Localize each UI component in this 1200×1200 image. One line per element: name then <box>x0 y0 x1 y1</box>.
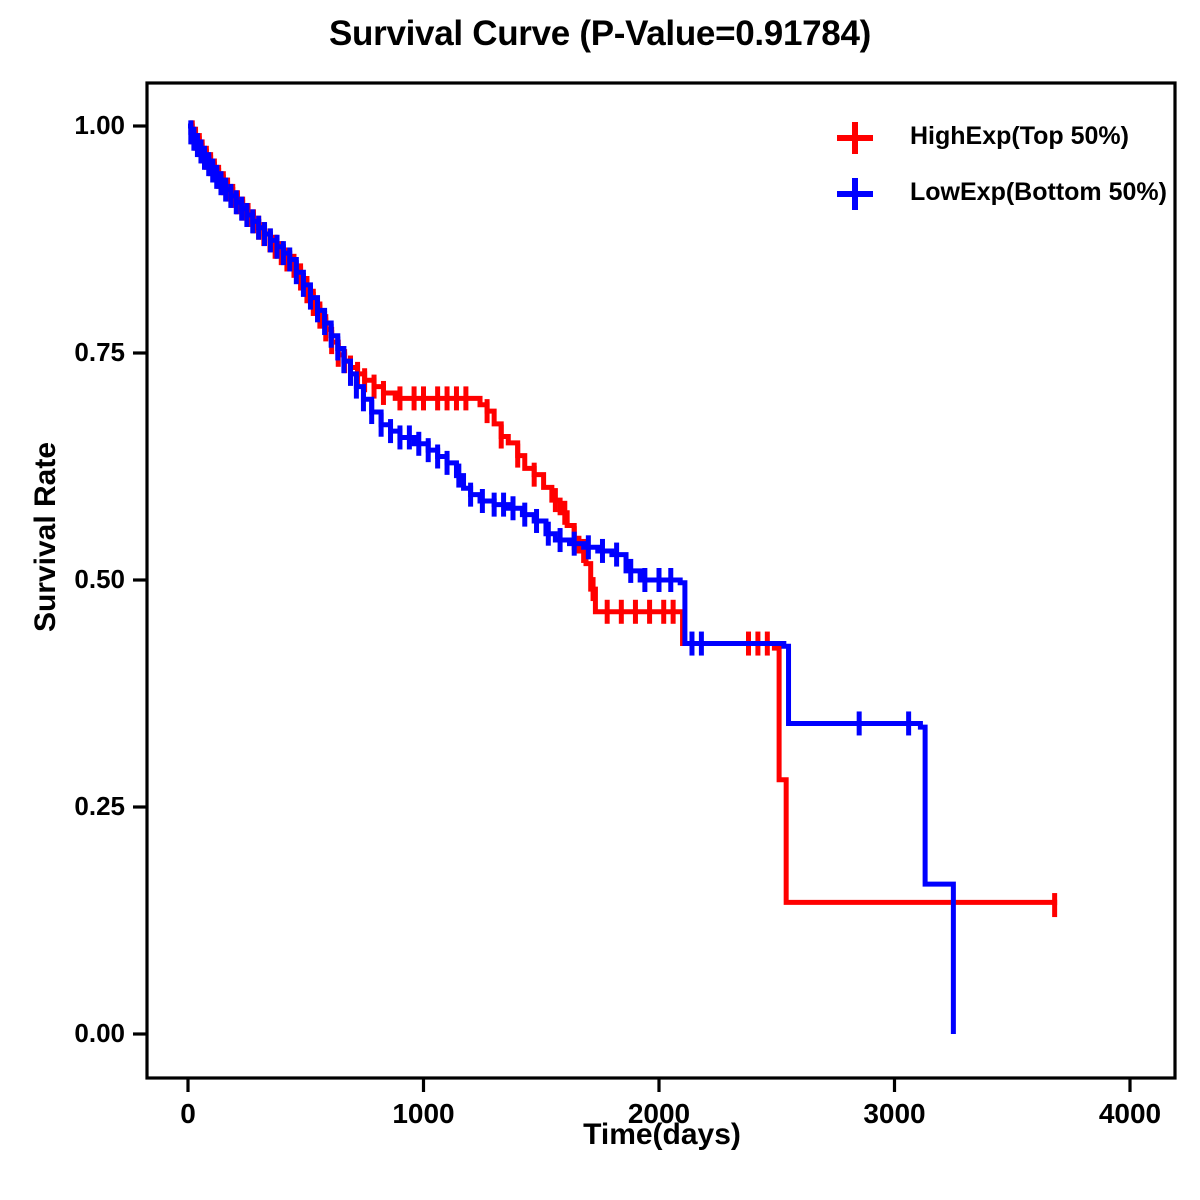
y-tick-label: 1.00 <box>74 110 125 140</box>
x-tick-label: 1000 <box>392 1098 455 1129</box>
x-tick-label: 0 <box>180 1098 196 1129</box>
legend-entry-1 <box>837 178 873 210</box>
x-tick-label: 3000 <box>863 1098 926 1129</box>
legend-label-highexp: HighExp(Top 50%) <box>910 122 1129 150</box>
y-tick-label: 0.50 <box>74 564 125 594</box>
legend-label-lowexp: LowExp(Bottom 50%) <box>910 178 1167 206</box>
x-tick-label: 2000 <box>627 1098 691 1129</box>
legend-entry-0 <box>837 122 873 154</box>
y-tick-label: 0.75 <box>74 337 125 367</box>
series-lowexp <box>188 120 956 1034</box>
survival-step-line <box>188 123 956 1034</box>
x-tick-label: 4000 <box>1098 1098 1162 1129</box>
x-axis-title: Time(days) <box>583 1118 741 1151</box>
y-axis-title: Survival Rate <box>29 441 62 633</box>
y-tick-label: 0.00 <box>74 1018 125 1048</box>
y-tick-label: 0.25 <box>74 791 125 821</box>
chart-title: Survival Curve (P-Value=0.91784) <box>329 14 871 53</box>
